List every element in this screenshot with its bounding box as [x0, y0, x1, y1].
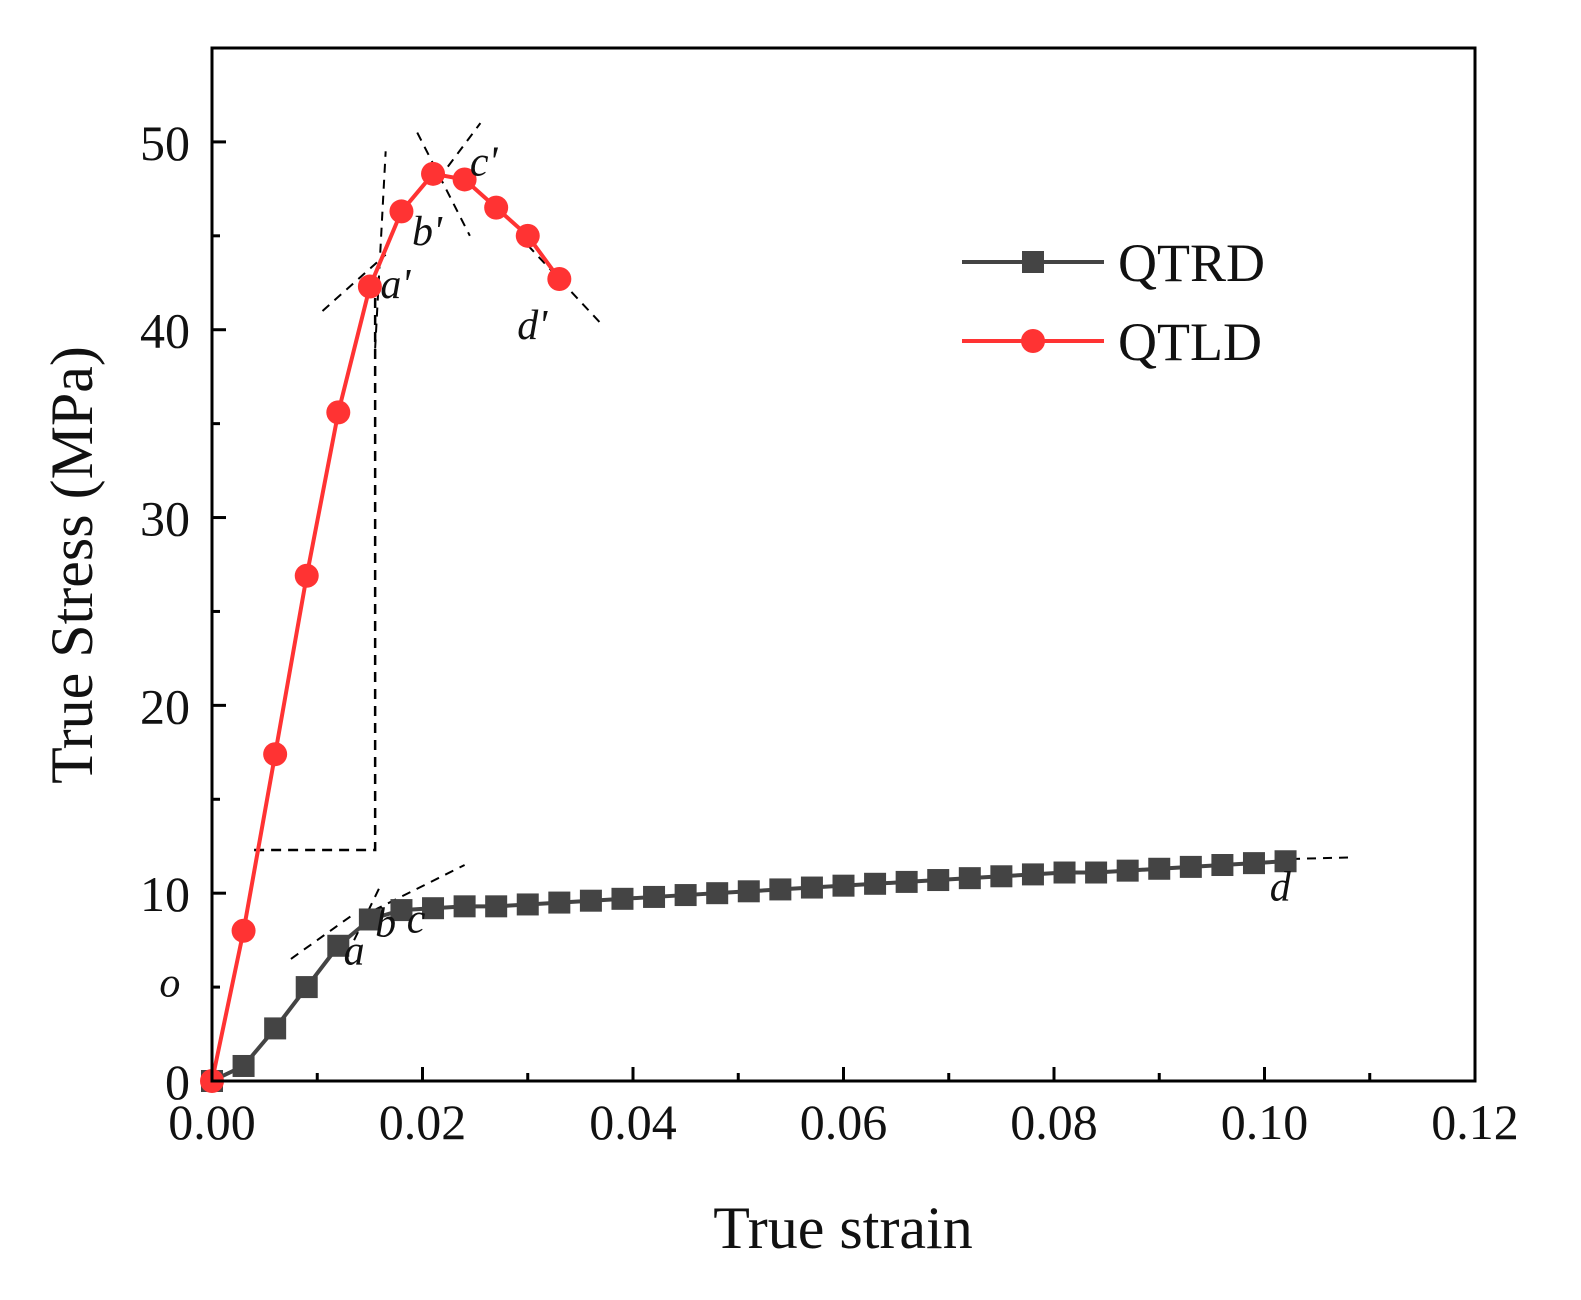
data-point-qtrd: [422, 897, 445, 920]
legend-marker-qtrd: [1022, 251, 1044, 273]
data-point-qtrd: [1242, 852, 1265, 875]
annotation-label: d': [517, 303, 548, 349]
x-tick-label: 0.02: [379, 1094, 467, 1150]
data-point-qtld: [231, 918, 256, 943]
data-point-qtrd: [1211, 854, 1234, 877]
legend-marker-qtld: [1021, 329, 1045, 353]
data-point-qtrd: [769, 878, 792, 901]
data-point-qtrd: [643, 885, 666, 908]
data-point-qtrd: [611, 887, 634, 910]
dashed-guide-line-6: [353, 885, 382, 941]
data-point-qtld: [547, 267, 572, 292]
y-tick-label: 50: [140, 115, 190, 171]
legend-entry-qtld: QTLD: [962, 312, 1262, 372]
data-point-qtld: [263, 742, 288, 767]
data-point-qtrd: [579, 889, 602, 912]
annotation-label: c: [407, 897, 426, 943]
data-point-qtrd: [958, 867, 981, 890]
data-point-qtrd: [895, 870, 918, 893]
data-point-qtrd: [264, 1017, 287, 1040]
data-point-qtrd: [453, 895, 476, 918]
data-point-qtld: [357, 274, 382, 299]
data-point-qtld: [484, 195, 509, 220]
legend-label-qtld: QTLD: [1118, 312, 1262, 372]
x-tick-label: 0.06: [800, 1094, 888, 1150]
data-point-qtrd: [1053, 861, 1076, 884]
data-point-qtld: [421, 161, 446, 186]
data-point-qtrd: [390, 899, 413, 922]
data-point-qtrd: [1021, 863, 1044, 886]
data-point-qtrd: [516, 893, 539, 916]
annotation-label: a': [380, 262, 411, 308]
x-tick-label: 0.04: [589, 1094, 677, 1150]
data-point-qtld: [294, 563, 319, 588]
annotations: o ab c d a'b' c' d': [159, 140, 1291, 1007]
data-point-qtrd: [800, 876, 823, 899]
dashed-guide-line-3: [437, 122, 482, 181]
data-point-qtld: [452, 167, 477, 192]
x-tick-label: 0.00: [168, 1094, 256, 1150]
data-point-qtrd: [706, 882, 729, 905]
x-tick-label: 0.12: [1431, 1094, 1519, 1150]
data-point-qtrd: [358, 908, 381, 931]
annotation-label: a: [344, 929, 365, 975]
data-point-qtld: [326, 400, 351, 425]
data-point-qtrd: [1274, 850, 1297, 873]
data-point-qtrd: [548, 891, 571, 914]
y-tick-label: 20: [140, 678, 190, 734]
dashed-guide-line-8: [1274, 856, 1349, 861]
annotation-label: c': [470, 140, 499, 186]
dashed-guide-line-0: [321, 253, 387, 312]
data-point-qtrd: [1148, 857, 1171, 880]
annotation-label: b: [375, 900, 396, 946]
axis-ticks: 0.00 0.02 0.04 0.06 0.08 0.10 0.12 0 10 20 30 40 50: [140, 115, 1519, 1150]
y-tick-label: 40: [140, 303, 190, 359]
data-point-qtrd: [485, 895, 508, 918]
data-point-qtrd: [1085, 861, 1108, 884]
dashed-guide-line-1: [374, 151, 387, 349]
y-axis-title: True Stress (MPa): [39, 346, 105, 784]
dashed-guide-line-5: [290, 913, 355, 960]
data-point-qtrd: [864, 872, 887, 895]
plot-layer: [200, 122, 1349, 1093]
y-tick-label: 0: [165, 1054, 190, 1110]
annotation-label: b': [412, 209, 443, 255]
y-tick-label: 30: [140, 491, 190, 547]
x-axis-title: True strain: [713, 1195, 972, 1261]
y-tick-label: 10: [140, 866, 190, 922]
data-point-qtrd: [1179, 855, 1202, 878]
annotation-label: o: [159, 960, 180, 1006]
data-point-qtld: [389, 199, 414, 224]
annotation-label: d: [1270, 865, 1292, 911]
data-point-qtld: [515, 223, 540, 248]
legend: QTRD QTLD: [962, 233, 1265, 372]
x-tick-label: 0.10: [1221, 1094, 1309, 1150]
data-point-qtrd: [927, 869, 950, 892]
dashed-guide-line-2: [416, 132, 471, 237]
dashed-guide-box: [254, 286, 377, 852]
x-tick-label: 0.08: [1010, 1094, 1098, 1150]
data-point-qtrd: [832, 874, 855, 897]
legend-label-qtrd: QTRD: [1118, 233, 1265, 293]
legend-entry-qtrd: QTRD: [962, 233, 1265, 293]
data-point-qtrd: [674, 884, 697, 907]
data-point-qtrd: [737, 880, 760, 903]
data-point-qtrd: [327, 934, 350, 957]
data-point-qtrd: [295, 976, 318, 999]
data-point-qtrd: [1116, 859, 1139, 882]
data-point-qtrd: [990, 865, 1013, 888]
data-point-qtrd: [232, 1054, 255, 1077]
